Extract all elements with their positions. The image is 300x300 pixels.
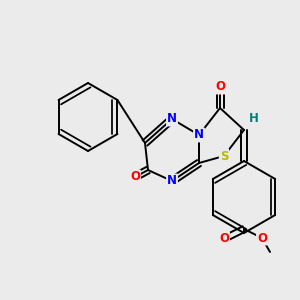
Text: N: N <box>167 112 177 125</box>
Text: N: N <box>194 128 204 142</box>
Text: O: O <box>219 232 229 245</box>
Text: O: O <box>215 80 225 94</box>
Text: O: O <box>257 232 267 244</box>
Text: N: N <box>167 175 177 188</box>
Text: S: S <box>220 149 228 163</box>
Text: H: H <box>249 112 259 124</box>
Text: O: O <box>130 170 140 184</box>
